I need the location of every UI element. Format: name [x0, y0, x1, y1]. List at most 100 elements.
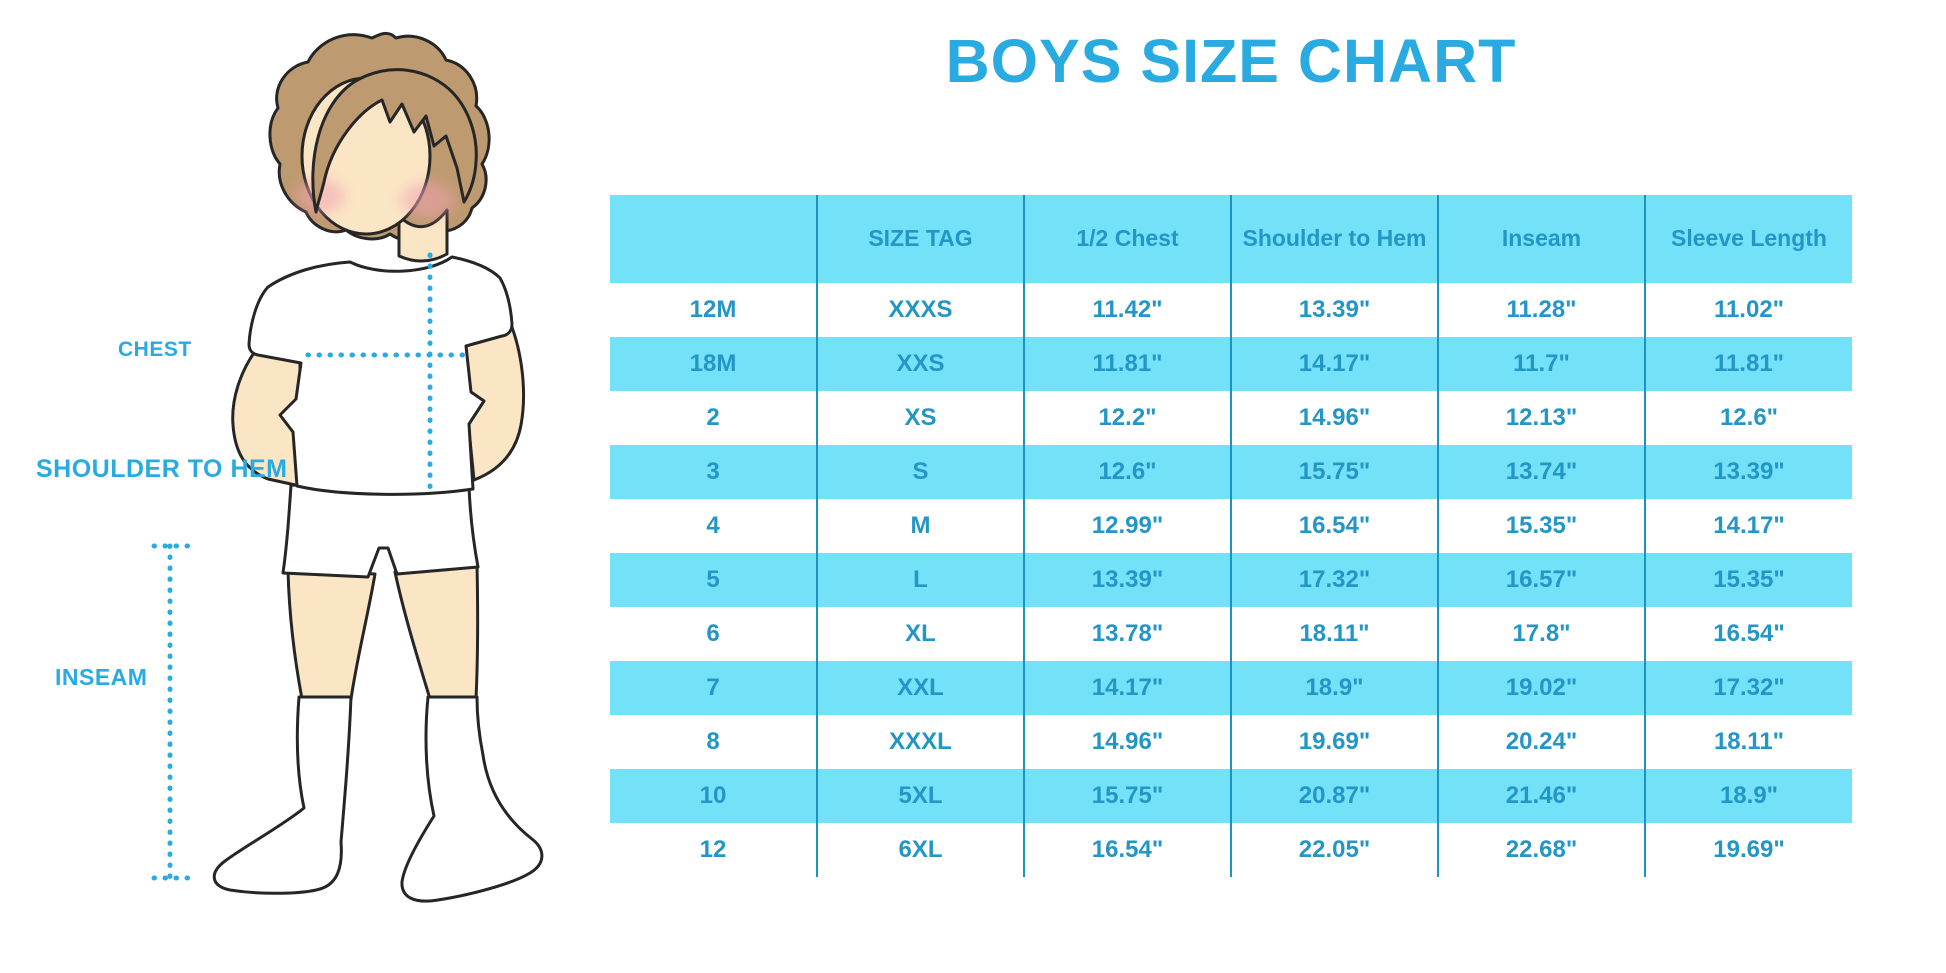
sleeve-length-value: 16.54" [1644, 607, 1852, 661]
half-chest-value: 11.42" [1023, 283, 1231, 337]
inseam-value: 19.02" [1437, 661, 1645, 715]
age-label: 12M [610, 283, 817, 337]
neck-shape [397, 208, 449, 263]
half-chest-value: 15.75" [1023, 769, 1231, 823]
sleeve-length-value: 13.39" [1644, 445, 1852, 499]
size-row-2: 2 XS 12.2" 14.96" 12.13" 12.6" [610, 391, 1852, 445]
blush-right [402, 182, 454, 218]
column-header-inseam: Inseam [1437, 195, 1645, 283]
right-thigh-shape [393, 562, 480, 701]
age-label: 7 [610, 661, 817, 715]
sleeve-length-value: 11.81" [1644, 337, 1852, 391]
column-header-shoulder-to-hem: Shoulder to Hem [1230, 195, 1438, 283]
size-row-8: 8 XXXL 14.96" 19.69" 20.24" 18.11" [610, 715, 1852, 769]
shoulder-to-hem-label: SHOULDER TO HEM [36, 455, 288, 483]
shirt-shape [247, 255, 514, 496]
inseam-value: 13.74" [1437, 445, 1645, 499]
inseam-value: 17.8" [1437, 607, 1645, 661]
shoulder-to-hem-value: 14.17" [1230, 337, 1438, 391]
hair-fringe-shape [311, 68, 478, 214]
left-arm-shape [231, 348, 302, 488]
inseam-value: 21.46" [1437, 769, 1645, 823]
half-chest-value: 12.99" [1023, 499, 1231, 553]
shoulder-to-hem-value: 16.54" [1230, 499, 1438, 553]
inseam-value: 11.7" [1437, 337, 1645, 391]
size-tag-value: M [816, 499, 1024, 553]
header-row: SIZE TAG 1/2 Chest Shoulder to Hem Inseam Sl… [610, 195, 1852, 283]
shoulder-to-hem-value: 14.96" [1230, 391, 1438, 445]
size-row-12: 12 6XL 16.54" 22.05" 22.68" 19.69" [610, 823, 1852, 877]
inseam-value: 12.13" [1437, 391, 1645, 445]
half-chest-value: 11.81" [1023, 337, 1231, 391]
half-chest-value: 14.96" [1023, 715, 1231, 769]
shorts-shape [281, 483, 480, 579]
size-tag-value: S [816, 445, 1024, 499]
size-tag-value: L [816, 553, 1024, 607]
left-sock-shape [212, 695, 353, 895]
size-row-5: 5 L 13.39" 17.32" 16.57" 15.35" [610, 553, 1852, 607]
shoulder-to-hem-value: 20.87" [1230, 769, 1438, 823]
column-header-blank [610, 195, 817, 283]
half-chest-value: 14.17" [1023, 661, 1231, 715]
half-chest-value: 12.2" [1023, 391, 1231, 445]
age-label: 12 [610, 823, 817, 877]
size-row-7: 7 XXL 14.17" 18.9" 19.02" 17.32" [610, 661, 1852, 715]
inseam-label: INSEAM [55, 664, 148, 690]
size-row-4: 4 M 12.99" 16.54" 15.35" 14.17" [610, 499, 1852, 553]
age-label: 3 [610, 445, 817, 499]
inseam-value: 11.28" [1437, 283, 1645, 337]
shoulder-to-hem-value: 18.9" [1230, 661, 1438, 715]
column-header-1-2-chest: 1/2 Chest [1023, 195, 1231, 283]
shoulder-to-hem-value: 17.32" [1230, 553, 1438, 607]
column-header-size-tag: SIZE TAG [816, 195, 1024, 283]
inseam-value: 22.68" [1437, 823, 1645, 877]
sleeve-length-value: 11.02" [1644, 283, 1852, 337]
inseam-value: 16.57" [1437, 553, 1645, 607]
sleeve-length-value: 14.17" [1644, 499, 1852, 553]
size-tag-value: XS [816, 391, 1024, 445]
column-header-sleeve-length: Sleeve Length [1644, 195, 1852, 283]
age-label: 10 [610, 769, 817, 823]
sleeve-length-value: 17.32" [1644, 661, 1852, 715]
shoulder-to-hem-value: 22.05" [1230, 823, 1438, 877]
size-row-18m: 18M XXS 11.81" 14.17" 11.7" 11.81" [610, 337, 1852, 391]
boy-illustration [151, 31, 544, 903]
table-header: SIZE TAG 1/2 Chest Shoulder to Hem Inseam Sl… [610, 195, 1852, 283]
sleeve-length-value: 18.9" [1644, 769, 1852, 823]
sleeve-length-value: 19.69" [1644, 823, 1852, 877]
age-label: 4 [610, 499, 817, 553]
size-row-6: 6 XL 13.78" 18.11" 17.8" 16.54" [610, 607, 1852, 661]
age-label: 5 [610, 553, 817, 607]
right-arm-shape [464, 320, 526, 482]
inseam-value: 20.24" [1437, 715, 1645, 769]
size-tag-value: XXXL [816, 715, 1024, 769]
size-chart-table: SIZE TAG 1/2 Chest Shoulder to Hem Inseam Sl… [610, 195, 1852, 877]
table-body: 12M XXXS 11.42" 13.39" 11.28" 11.02" 18M XXS 11.… [610, 283, 1852, 877]
age-label: 6 [610, 607, 817, 661]
left-thigh-shape [286, 568, 377, 701]
half-chest-value: 12.6" [1023, 445, 1231, 499]
size-tag-value: 5XL [816, 769, 1024, 823]
size-tag-value: XXXS [816, 283, 1024, 337]
size-row-10: 10 5XL 15.75" 20.87" 21.46" 18.9" [610, 769, 1852, 823]
shoulder-to-hem-value: 19.69" [1230, 715, 1438, 769]
size-tag-value: XXS [816, 337, 1024, 391]
age-label: 2 [610, 391, 817, 445]
sleeve-length-value: 18.11" [1644, 715, 1852, 769]
size-tag-value: 6XL [816, 823, 1024, 877]
sleeve-length-value: 15.35" [1644, 553, 1852, 607]
inseam-value: 15.35" [1437, 499, 1645, 553]
age-label: 18M [610, 337, 817, 391]
page-title: BOYS SIZE CHART [945, 27, 1517, 95]
right-sock-shape [400, 695, 544, 903]
half-chest-value: 16.54" [1023, 823, 1231, 877]
chest-label: CHEST [118, 338, 192, 361]
age-label: 8 [610, 715, 817, 769]
shoulder-to-hem-value: 15.75" [1230, 445, 1438, 499]
shoulder-to-hem-value: 13.39" [1230, 283, 1438, 337]
shoulder-to-hem-value: 18.11" [1230, 607, 1438, 661]
half-chest-value: 13.39" [1023, 553, 1231, 607]
size-row-3: 3 S 12.6" 15.75" 13.74" 13.39" [610, 445, 1852, 499]
size-row-12m: 12M XXXS 11.42" 13.39" 11.28" 11.02" [610, 283, 1852, 337]
